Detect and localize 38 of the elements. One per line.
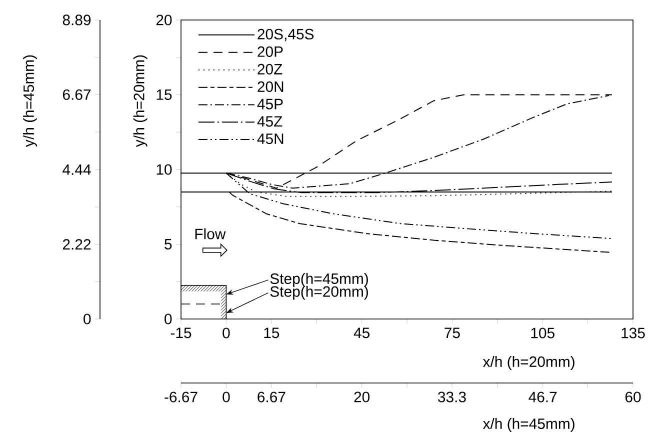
y2-axis-title: y/h (h=45mm) bbox=[23, 55, 37, 147]
y-tick-label: 5 bbox=[164, 239, 172, 250]
legend-label: 20P bbox=[258, 46, 283, 57]
y2-tick-label: 6.67 bbox=[62, 89, 91, 100]
x-axis-title: x/h (h=20mm) bbox=[482, 356, 574, 370]
y2-tick-label: 8.89 bbox=[62, 14, 91, 26]
y2-tick-label: 0 bbox=[84, 314, 91, 324]
x-tick-label: 15 bbox=[264, 328, 280, 338]
x2-tick-label: 6.67 bbox=[258, 392, 286, 402]
annotation: Step(h=20mm) bbox=[270, 286, 368, 300]
legend-label: 20S,45S bbox=[258, 28, 314, 42]
x2-tick-label: 46.7 bbox=[528, 392, 557, 402]
legend-label: 45P bbox=[257, 98, 283, 110]
y-axis-title: y/h (h=20mm) bbox=[133, 55, 148, 147]
legend-label: 45Z bbox=[257, 116, 282, 127]
y-tick-label: 15 bbox=[156, 90, 172, 100]
x2-tick-label: 20 bbox=[354, 392, 370, 402]
legend-label: 20Z bbox=[258, 64, 282, 74]
x-tick-label: 105 bbox=[531, 328, 554, 338]
x-tick-label: 0 bbox=[222, 328, 230, 338]
y2-tick-label: 4.44 bbox=[62, 164, 91, 175]
legend-label: 45N bbox=[257, 134, 284, 144]
x-tick-label: 45 bbox=[354, 328, 370, 338]
x-tick-label: 135 bbox=[622, 328, 645, 338]
y-tick-label: 10 bbox=[156, 164, 172, 175]
x2-tick-label: 0 bbox=[222, 392, 230, 402]
x2-tick-label: -6.67 bbox=[164, 392, 198, 402]
y-tick-label: 20 bbox=[156, 14, 172, 26]
x2-axis-title: x/h (h=45mm) bbox=[482, 418, 574, 432]
annotation: Flow bbox=[195, 228, 226, 240]
legend-label: 20N bbox=[258, 81, 284, 92]
x2-tick-label: 60 bbox=[625, 392, 641, 402]
annotation: Step(h=45mm) bbox=[270, 273, 368, 287]
x-tick-label: -15 bbox=[170, 328, 192, 338]
y2-tick-label: 2.22 bbox=[62, 239, 91, 250]
x2-tick-label: 33.3 bbox=[438, 392, 466, 402]
x-tick-label: 75 bbox=[444, 328, 460, 338]
y-tick-label: 0 bbox=[164, 314, 172, 324]
